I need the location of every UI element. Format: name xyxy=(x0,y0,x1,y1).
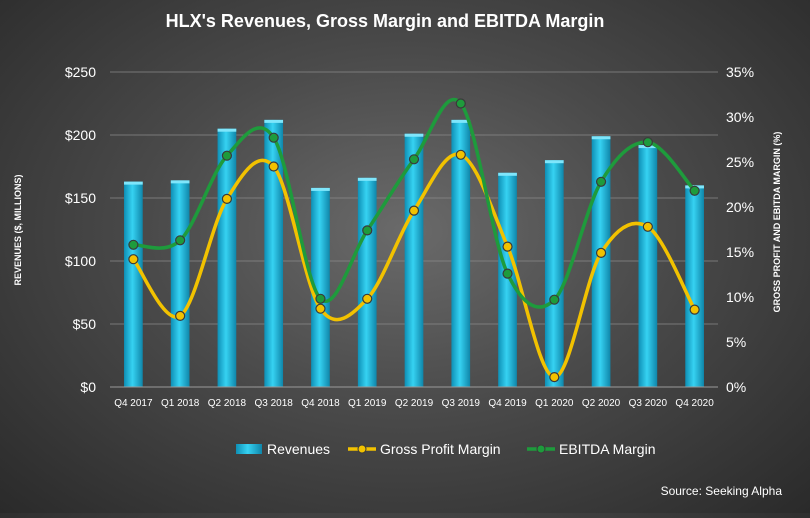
y-tick-label: $50 xyxy=(73,316,97,332)
data-point xyxy=(455,149,466,160)
y2-tick-label: 10% xyxy=(726,289,754,305)
y-tick-label: $250 xyxy=(65,64,96,80)
y-tick-label: $0 xyxy=(80,379,96,395)
data-point xyxy=(595,176,607,187)
x-tick-label: Q2 2019 xyxy=(395,398,434,409)
y2-tick-label: 20% xyxy=(726,199,754,215)
y-tick-label: $200 xyxy=(65,127,96,143)
margin-lines xyxy=(128,97,700,383)
y2-tick-label: 5% xyxy=(726,334,746,350)
x-tick-label: Q1 2020 xyxy=(535,398,574,409)
x-tick-label: Q2 2020 xyxy=(582,398,621,409)
data-point xyxy=(315,303,326,314)
legend-label: EBITDA Margin xyxy=(559,441,655,457)
legend-label: Gross Profit Margin xyxy=(380,441,501,457)
chart-title: HLX's Revenues, Gross Margin and EBITDA … xyxy=(166,11,605,31)
y-axis-label: REVENUES ($, MILLIONS) xyxy=(13,174,23,285)
legend-marker xyxy=(536,444,546,454)
y2-tick-label: 25% xyxy=(726,154,754,170)
axes: $0 $50 $100 $150 $200 $250 0% 5% 10% 15% 20% 25% 30%… xyxy=(65,64,754,409)
bar-top xyxy=(311,187,330,191)
legend-marker xyxy=(357,444,367,454)
bar xyxy=(685,185,704,387)
data-point xyxy=(689,185,700,196)
data-point xyxy=(549,294,560,305)
data-point xyxy=(175,235,186,246)
y2-axis-label: GROSS PROFIT AND EBITDA MARGIN (%) xyxy=(772,132,782,313)
bar-top xyxy=(498,172,517,176)
bar xyxy=(311,187,330,387)
y2-tick-label: 30% xyxy=(726,109,754,125)
data-point xyxy=(549,372,560,383)
data-point xyxy=(362,293,373,304)
data-point xyxy=(268,132,279,143)
x-tick-label: Q3 2020 xyxy=(629,398,668,409)
bar xyxy=(264,119,284,387)
x-tick-label: Q4 2020 xyxy=(675,398,714,409)
y2-tick-label: 0% xyxy=(726,379,746,395)
data-point xyxy=(408,154,420,165)
source-note: Source: Seeking Alpha xyxy=(661,484,783,498)
data-point xyxy=(128,239,139,250)
bar-top xyxy=(124,181,143,185)
data-point xyxy=(268,161,279,172)
legend-label: Revenues xyxy=(267,441,330,457)
legend: Revenues Gross Profit Margin EBITDA Margin xyxy=(236,441,655,457)
data-point xyxy=(502,241,513,252)
data-point xyxy=(128,254,139,265)
legend-swatch xyxy=(236,444,262,454)
bar-top xyxy=(217,128,237,132)
data-point xyxy=(642,137,653,148)
y-tick-label: $100 xyxy=(65,253,96,269)
bar-top xyxy=(451,119,471,123)
bar xyxy=(170,180,190,387)
bar-top xyxy=(170,180,190,184)
bar-top xyxy=(404,133,424,137)
bar xyxy=(591,136,611,387)
data-point xyxy=(221,193,233,204)
data-point xyxy=(502,268,513,279)
data-point xyxy=(175,310,186,321)
x-tick-label: Q4 2018 xyxy=(301,398,340,409)
x-tick-label: Q4 2017 xyxy=(114,398,153,409)
x-tick-label: Q4 2019 xyxy=(488,398,527,409)
data-point xyxy=(315,293,326,304)
x-tick-label: Q2 2018 xyxy=(208,398,247,409)
x-tick-label: Q3 2019 xyxy=(442,398,481,409)
bar xyxy=(124,181,143,387)
data-point xyxy=(642,221,653,232)
data-point xyxy=(689,304,700,315)
bar-top xyxy=(264,119,284,123)
y2-tick-label: 35% xyxy=(726,64,754,80)
y2-tick-label: 15% xyxy=(726,244,754,260)
bar xyxy=(451,119,471,387)
bar-top xyxy=(591,136,611,140)
bar xyxy=(357,177,377,387)
data-point xyxy=(595,247,607,258)
data-point xyxy=(408,205,420,216)
bar xyxy=(498,172,517,387)
data-point xyxy=(455,98,466,109)
data-point xyxy=(362,225,373,236)
bar xyxy=(638,145,658,387)
data-point xyxy=(221,150,233,161)
bar-top xyxy=(357,177,377,181)
revenue-bars xyxy=(124,119,704,387)
bar xyxy=(544,160,564,387)
x-tick-label: Q1 2018 xyxy=(161,398,200,409)
bar-top xyxy=(544,160,564,164)
y-tick-label: $150 xyxy=(65,190,96,206)
x-tick-label: Q1 2019 xyxy=(348,398,387,409)
x-tick-label: Q3 2018 xyxy=(255,398,294,409)
bar xyxy=(404,133,424,387)
